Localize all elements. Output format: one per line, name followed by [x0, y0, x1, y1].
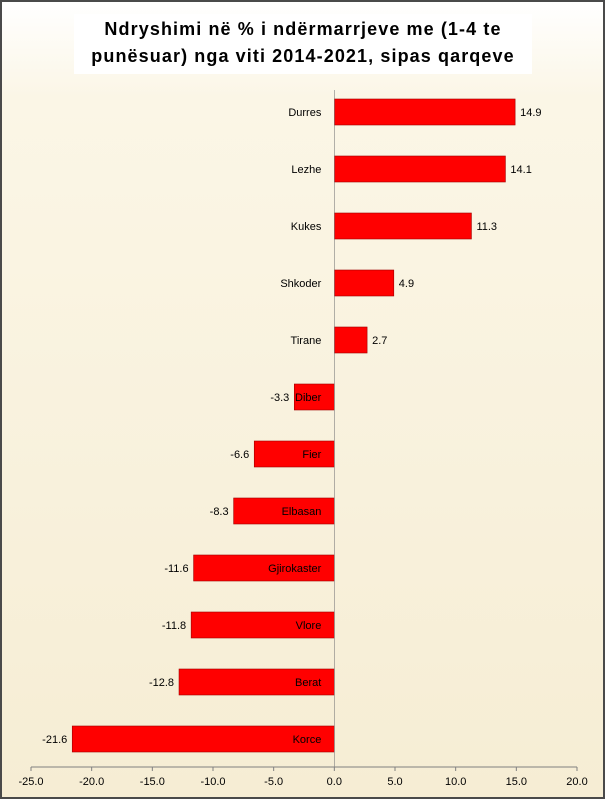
- x-tick-label: -10.0: [200, 776, 225, 788]
- category-label-diber: Diber: [295, 392, 322, 404]
- bar-kukes: [334, 212, 472, 240]
- value-label-korce: -21.6: [42, 734, 67, 746]
- chart-title-line-2: punësuar) nga viti 2014-2021, sipas qarq…: [91, 46, 515, 66]
- bar-durres: [334, 98, 516, 126]
- value-label-berat: -12.8: [149, 677, 174, 689]
- category-label-shkoder: Shkoder: [280, 278, 321, 290]
- category-label-berat: Berat: [295, 677, 321, 689]
- x-tick-label: 5.0: [387, 776, 402, 788]
- value-label-lezhe: 14.1: [510, 164, 531, 176]
- x-tick-label: -15.0: [140, 776, 165, 788]
- category-label-gjirokaster: Gjirokaster: [268, 563, 322, 575]
- category-label-lezhe: Lezhe: [291, 164, 321, 176]
- category-label-korce: Korce: [293, 734, 322, 746]
- value-label-shkoder: 4.9: [399, 278, 414, 290]
- category-label-kukes: Kukes: [291, 221, 322, 233]
- x-tick-label: -25.0: [18, 776, 43, 788]
- bar-fier: [253, 440, 335, 468]
- bar-gjirokaster: [193, 554, 335, 582]
- chart-title: Ndryshimi në % i ndërmarrjeve me (1-4 te…: [74, 14, 532, 74]
- value-label-durres: 14.9: [520, 107, 541, 119]
- chart-title-line-1: Ndryshimi në % i ndërmarrjeve me (1-4 te: [104, 19, 502, 39]
- category-label-elbasan: Elbasan: [282, 506, 322, 518]
- x-tick-label: 0.0: [327, 776, 342, 788]
- labels-layer: Durres 14.9 Lezhe 14.1 Kukes 11.3 Shkoder 4.9 Ti…: [42, 107, 541, 746]
- category-label-fier: Fier: [302, 449, 321, 461]
- x-tick-label: 10.0: [445, 776, 466, 788]
- bar-berat: [178, 668, 335, 696]
- value-label-fier: -6.6: [230, 449, 249, 461]
- bar-tirane: [334, 326, 368, 354]
- x-tick-label: -20.0: [79, 776, 104, 788]
- value-label-gjirokaster: -11.6: [164, 563, 188, 575]
- x-tick-label: -5.0: [264, 776, 283, 788]
- x-tick-label: 15.0: [506, 776, 527, 788]
- category-label-durres: Durres: [288, 107, 322, 119]
- bars-layer: [71, 98, 516, 753]
- bar-shkoder: [334, 269, 395, 297]
- value-label-tirane: 2.7: [372, 335, 387, 347]
- bar-diber: [293, 383, 335, 411]
- x-tick-label: 20.0: [566, 776, 587, 788]
- bar-lezhe: [334, 155, 506, 183]
- value-label-elbasan: -8.3: [210, 506, 229, 518]
- value-label-vlore: -11.8: [162, 620, 186, 632]
- value-label-diber: -3.3: [270, 392, 289, 404]
- x-axis: -25.0 -20.0 -15.0 -10.0 -5.0 0.0 5.0 10.0 15.0 20…: [18, 90, 588, 788]
- bar-elbasan: [233, 497, 335, 525]
- bar-korce: [71, 725, 335, 753]
- category-label-vlore: Vlore: [296, 620, 322, 632]
- category-label-tirane: Tirane: [291, 335, 322, 347]
- value-label-kukes: 11.3: [476, 221, 497, 233]
